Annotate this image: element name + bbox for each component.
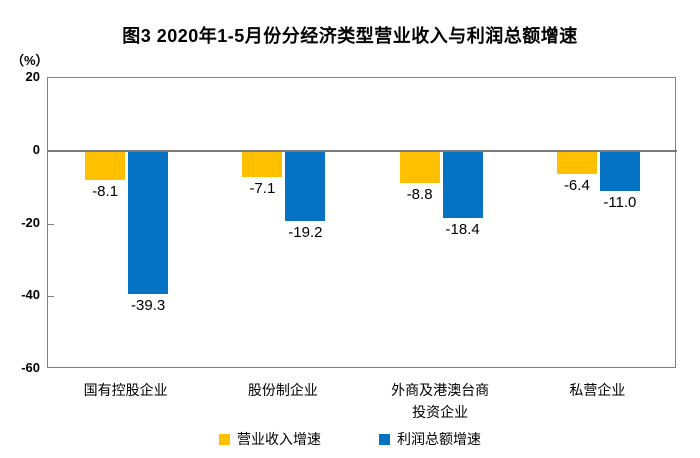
legend: 营业收入增速 利润总额增速: [0, 429, 700, 449]
value-label: -19.2: [288, 223, 323, 241]
bar-segment: [128, 150, 169, 294]
y-tick-label: 20: [25, 69, 40, 84]
value-label: -8.1: [92, 183, 119, 201]
chart-title: 图3 2020年1-5月份分经济类型营业收入与利润总额增速: [122, 26, 578, 46]
legend-item: 利润总额增速: [379, 429, 481, 449]
value-label: -7.1: [249, 179, 276, 197]
y-tick-mark: [48, 223, 54, 225]
x-category-label: 私营企业: [569, 382, 626, 398]
value-label: -39.3: [131, 296, 166, 314]
legend-swatch-icon: [379, 433, 390, 445]
bar-segment: [285, 150, 326, 221]
plot-area: -8.1 -39.3 -7.1 -19.2 -8.8 -18.4 -6.4 -11.0: [47, 77, 677, 368]
x-category-label: 股份制企业: [247, 382, 318, 398]
legend-item: 营业收入增速: [219, 429, 321, 449]
legend-label: 营业收入增速: [237, 431, 321, 447]
bar-segment: [599, 150, 640, 191]
value-label: -11.0: [603, 193, 637, 211]
bar-segment: [399, 150, 440, 183]
value-label: -18.4: [445, 220, 480, 238]
value-label: -6.4: [563, 177, 590, 195]
legend-swatch-icon: [219, 433, 230, 445]
x-category-label: 外商及港澳台商 投资企业: [391, 382, 490, 420]
legend-label: 利润总额增速: [397, 431, 481, 447]
value-label: -8.8: [406, 185, 433, 203]
bar-segment: [242, 150, 283, 177]
y-tick-mark: [48, 296, 54, 298]
y-axis-unit-label: （%）: [11, 53, 49, 68]
x-category-label: 国有控股企业: [83, 382, 168, 398]
bar-segment: [556, 150, 597, 175]
bar-segment: [85, 150, 126, 181]
y-tick-label: -40: [21, 287, 40, 303]
y-tick-label: -20: [21, 214, 40, 230]
zero-axis-line: [48, 149, 677, 152]
bar-segment: [442, 150, 483, 218]
y-tick-label: 0: [32, 141, 40, 157]
y-tick-label: -60: [21, 360, 40, 375]
